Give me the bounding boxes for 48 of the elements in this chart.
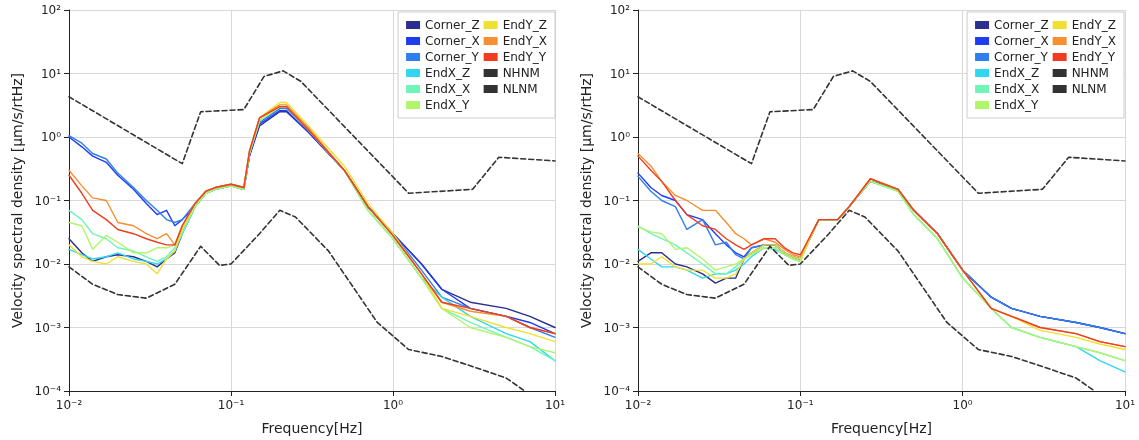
legend-label: EndX_Y bbox=[425, 98, 471, 112]
legend-label: Corner_Z bbox=[425, 18, 480, 32]
y-tick-label: 10⁻⁴ bbox=[34, 384, 62, 398]
x-tick-label: 10¹ bbox=[1114, 398, 1136, 412]
legend-label: Corner_Y bbox=[994, 50, 1049, 64]
y-tick-label: 10¹ bbox=[40, 66, 62, 81]
y-tick-label: 10¹ bbox=[609, 66, 631, 81]
legend-label: Corner_X bbox=[425, 34, 480, 48]
x-tick-label: 10⁰ bbox=[382, 398, 404, 412]
legend-label: EndX_Z bbox=[994, 66, 1040, 80]
y-tick-label: 10⁰ bbox=[40, 130, 62, 144]
x-tick-label: 10⁻¹ bbox=[217, 398, 245, 412]
legend-label: NLNM bbox=[1071, 82, 1107, 96]
legend-label: NLNM bbox=[502, 82, 538, 96]
y-tick-label: 10⁰ bbox=[609, 130, 631, 144]
legend-label: EndY_Z bbox=[502, 18, 547, 32]
legend-label: Corner_Y bbox=[425, 50, 480, 64]
legend-label: EndY_Y bbox=[502, 50, 547, 64]
x-tick-label: 10⁻² bbox=[55, 398, 83, 412]
legend-label: EndX_Y bbox=[994, 98, 1040, 112]
x-axis-title: Frequency[Hz] bbox=[830, 420, 933, 436]
legend-label: NHNM bbox=[1071, 66, 1109, 80]
y-tick-label: 10⁻⁴ bbox=[603, 384, 631, 398]
legend-label: EndY_X bbox=[1071, 34, 1116, 48]
y-tick-label: 10⁻² bbox=[603, 257, 631, 271]
y-tick-label: 10⁻¹ bbox=[34, 193, 62, 208]
legend-label: NHNM bbox=[502, 66, 540, 80]
y-tick-label: 10² bbox=[609, 3, 631, 17]
y-tick-label: 10⁻³ bbox=[603, 320, 631, 335]
legend-label: EndX_X bbox=[994, 82, 1040, 96]
legend-label: EndX_Z bbox=[425, 66, 471, 80]
y-tick-label: 10⁻² bbox=[34, 257, 62, 271]
y-tick-label: 10⁻³ bbox=[34, 320, 62, 335]
legend-label: Corner_Z bbox=[994, 18, 1049, 32]
legend-label: EndY_Y bbox=[1071, 50, 1116, 64]
y-tick-label: 10² bbox=[40, 3, 62, 17]
legend-label: EndX_X bbox=[425, 82, 471, 96]
x-tick-label: 10⁻¹ bbox=[787, 398, 814, 412]
y-tick-label: 10⁻¹ bbox=[603, 193, 631, 208]
legend-label: EndY_X bbox=[502, 34, 547, 48]
y-axis-title: Velocity spectral density [μm/s/rtHz] bbox=[8, 72, 25, 329]
x-axis-title: Frequency[Hz] bbox=[261, 420, 363, 436]
y-axis-title: Velocity spectral density [μm/s/rtHz] bbox=[577, 72, 594, 329]
x-tick-label: 10⁰ bbox=[952, 398, 973, 412]
x-tick-label: 10¹ bbox=[544, 398, 566, 412]
x-tick-label: 10⁻² bbox=[624, 398, 652, 412]
legend-label: EndY_Z bbox=[1071, 18, 1116, 32]
legend-label: Corner_X bbox=[994, 34, 1049, 48]
